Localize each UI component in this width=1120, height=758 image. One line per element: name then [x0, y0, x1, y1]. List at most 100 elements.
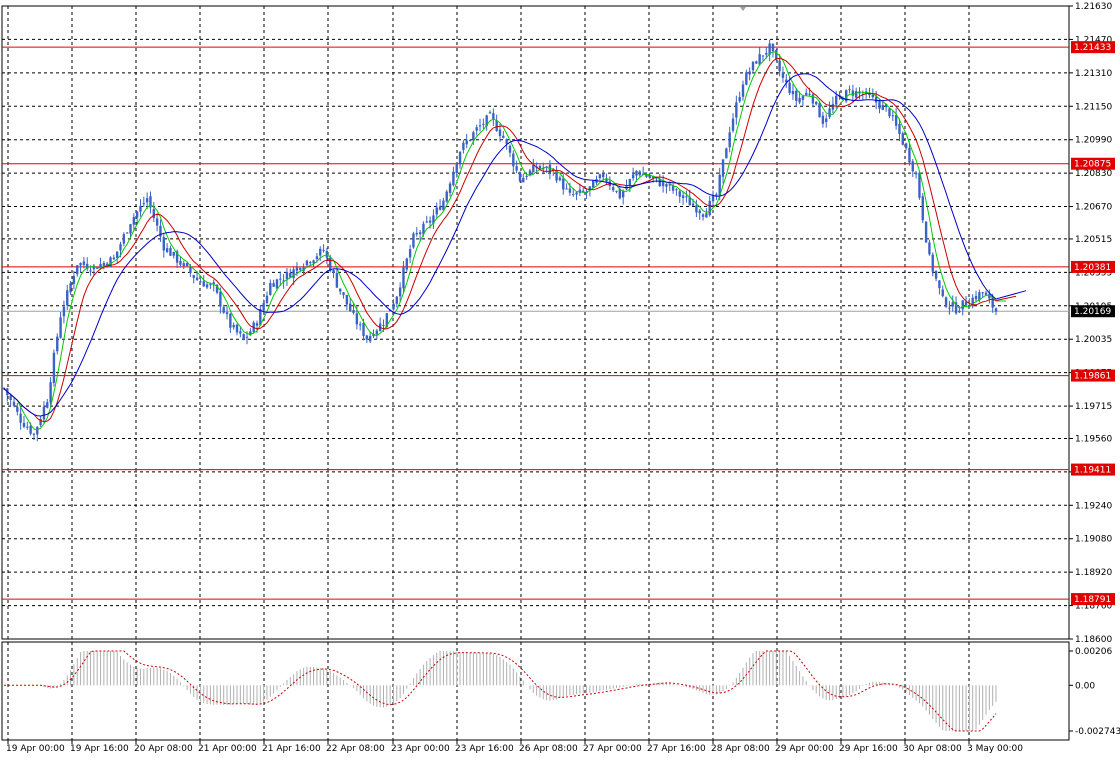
candle-body [368, 335, 372, 342]
candle-body [229, 313, 232, 328]
candle [698, 208, 701, 220]
candle-body [858, 92, 861, 94]
candle [375, 328, 379, 340]
candle [751, 61, 755, 74]
candle-body [901, 133, 904, 145]
candle-body [748, 71, 751, 75]
candle [425, 215, 428, 224]
candle-body [162, 237, 165, 251]
candle [322, 244, 325, 253]
candle-body [179, 260, 182, 265]
candle [485, 114, 488, 131]
candle-body [508, 145, 512, 153]
candle-body [165, 248, 169, 252]
candle-body [675, 189, 678, 191]
candle-body [272, 283, 275, 287]
candle-body [209, 284, 212, 286]
candle-body [358, 324, 362, 326]
price-panel-frame [1, 5, 1070, 640]
candle-body [924, 221, 928, 243]
candle [132, 213, 136, 232]
candle [701, 213, 705, 221]
candle-body [871, 94, 875, 98]
candle [768, 39, 771, 62]
candle-body [105, 263, 109, 266]
candle-body [572, 194, 575, 196]
candle-body [345, 294, 349, 305]
candle-body [155, 218, 159, 226]
candle-body [941, 289, 944, 297]
candle [169, 245, 172, 256]
candle-body [36, 426, 39, 435]
candle [761, 55, 765, 61]
candle-body [76, 265, 79, 275]
candle [92, 263, 96, 276]
candle-body [958, 310, 961, 313]
candle-body [691, 203, 695, 206]
candle [145, 192, 149, 210]
candle [621, 189, 625, 205]
candle [302, 263, 305, 275]
candle-body [778, 60, 781, 72]
candle [458, 151, 462, 169]
candle [648, 172, 651, 180]
candle-body [122, 234, 126, 244]
candle-body [465, 140, 468, 145]
candle-body [72, 276, 76, 284]
candle-body [575, 192, 578, 195]
candle-body [592, 180, 595, 188]
candle-body [658, 178, 661, 187]
candle [658, 173, 661, 187]
candle-body [289, 273, 292, 278]
candle-body [811, 94, 815, 104]
candle-body [372, 333, 375, 337]
candle-body [611, 187, 615, 191]
candle [681, 191, 685, 205]
candle-body [528, 170, 532, 176]
candle [838, 91, 841, 100]
candle-body [89, 270, 92, 272]
candle [335, 267, 339, 289]
candle-body [365, 335, 369, 340]
candle [192, 274, 195, 284]
candle [748, 67, 751, 81]
candle [492, 108, 495, 126]
osc-histogram [43, 651, 997, 731]
candle-body [771, 43, 775, 52]
y-tick-label: 1.20670 [1075, 203, 1112, 213]
candle [448, 181, 452, 197]
x-tick-label: 27 Apr 00:00 [583, 744, 642, 754]
candle [199, 278, 202, 283]
candle-body [458, 151, 462, 165]
candle-body [944, 297, 948, 307]
y-tick-label: 1.21150 [1075, 102, 1112, 112]
candle-body [781, 72, 785, 78]
candle-body [878, 101, 881, 109]
candle-body [329, 257, 332, 271]
candle-body [472, 132, 475, 140]
candle-body [245, 336, 249, 338]
x-tick-label: 29 Apr 00:00 [775, 744, 834, 754]
candle [924, 221, 928, 243]
candle [851, 84, 855, 103]
candle [728, 126, 731, 153]
candle-body [355, 313, 359, 325]
candle [522, 173, 525, 183]
candle [142, 196, 146, 207]
candle-body [931, 254, 934, 272]
candle-body [418, 232, 422, 234]
candle-body [628, 179, 632, 186]
candle [731, 113, 735, 133]
candle-body [492, 113, 495, 120]
candle [901, 131, 904, 146]
candle [412, 231, 415, 249]
candle-body [678, 191, 681, 197]
candle-body [518, 172, 522, 182]
candle-body [478, 125, 482, 127]
candle [675, 188, 678, 196]
candle-body [169, 247, 172, 256]
x-tick-label: 3 May 00:00 [967, 744, 1023, 754]
candle-body [994, 308, 998, 312]
